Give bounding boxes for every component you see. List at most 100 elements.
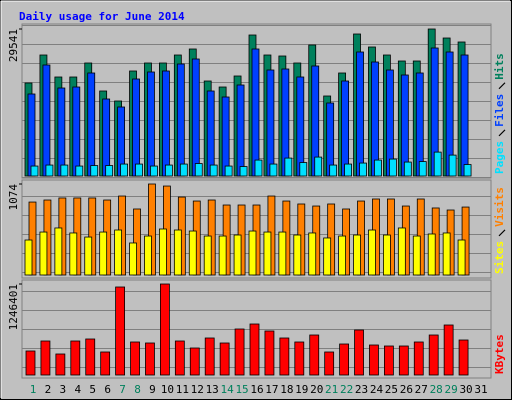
bar (418, 161, 427, 177)
bar (115, 286, 125, 376)
bar (308, 232, 317, 276)
x-tick-label: 22 (340, 383, 353, 396)
bar (150, 165, 158, 177)
bar (204, 337, 215, 376)
bar (161, 70, 170, 177)
bar (457, 239, 466, 276)
bar (28, 201, 37, 276)
bar (294, 341, 305, 376)
x-tick-label: 23 (355, 383, 368, 396)
bar (39, 231, 48, 276)
x-tick-label: 11 (176, 383, 189, 396)
x-tick-label: 8 (134, 383, 141, 396)
bar (236, 84, 245, 177)
legend-label: Files (493, 94, 506, 127)
bar (299, 162, 308, 177)
bar (133, 208, 141, 276)
bar (57, 87, 66, 177)
bar (354, 329, 364, 376)
bar (145, 342, 155, 376)
bar (443, 324, 454, 376)
bar (188, 230, 197, 276)
bar (427, 233, 436, 276)
bar (293, 234, 302, 276)
bar (147, 71, 155, 177)
bar (75, 165, 84, 177)
legend-separator (498, 82, 506, 90)
x-tick-label: 15 (235, 383, 248, 396)
bar (269, 163, 278, 177)
bar (249, 323, 260, 376)
bar (100, 351, 111, 376)
x-tick-label: 28 (430, 383, 443, 396)
bar (85, 338, 96, 376)
bar (263, 231, 272, 276)
legend-label: Visits (493, 187, 506, 227)
x-tick-label: 6 (104, 383, 111, 396)
bar (176, 63, 185, 177)
bar (84, 236, 93, 276)
bar (442, 232, 451, 276)
bar (24, 239, 33, 276)
bar (397, 227, 406, 276)
bar (248, 230, 257, 276)
bar (254, 159, 263, 177)
bar (148, 183, 156, 276)
bar (359, 162, 367, 177)
x-tick-label: 30 (459, 383, 472, 396)
x-tick-label: 4 (74, 383, 81, 396)
legend-separator (498, 229, 506, 237)
bar (144, 235, 152, 276)
bar (173, 229, 182, 276)
legend-label: KBytes (493, 334, 506, 374)
x-tick-label: 2 (45, 383, 52, 396)
x-tick-label: 20 (310, 383, 323, 396)
bar (278, 231, 287, 276)
x-tick-label: 21 (325, 383, 338, 396)
bar (40, 340, 51, 376)
bar (388, 158, 397, 177)
bar (344, 163, 353, 177)
bar (251, 48, 260, 177)
bar (234, 328, 245, 376)
bar (30, 165, 39, 177)
x-tick-label: 25 (385, 383, 398, 396)
bar (99, 231, 108, 276)
bar (239, 166, 248, 177)
bar (158, 228, 167, 276)
bar (105, 165, 114, 177)
x-tick-label: 13 (206, 383, 219, 396)
bar (87, 72, 96, 177)
x-tick-label: 19 (295, 383, 308, 396)
bar (114, 229, 122, 276)
bar (338, 235, 347, 276)
bar (70, 340, 81, 376)
legend-label: Pages (493, 141, 506, 174)
bar (284, 157, 293, 177)
bar (221, 96, 230, 177)
x-tick-label: 26 (400, 383, 413, 396)
bar (309, 334, 320, 376)
bar (69, 232, 78, 276)
bar (296, 76, 305, 177)
bar (209, 164, 218, 177)
bar (27, 93, 36, 177)
bar (374, 159, 382, 177)
bar (323, 237, 332, 276)
bar (174, 340, 185, 376)
bar (371, 61, 379, 177)
bar (264, 330, 275, 376)
bar (25, 350, 36, 376)
bar (428, 334, 439, 376)
chart-title: Daily usage for June 2014 (19, 10, 185, 23)
legend-label: Hits (493, 53, 506, 80)
legend-separator (498, 129, 506, 137)
x-tick-label: 7 (119, 383, 126, 396)
bar (356, 51, 364, 177)
bar (224, 165, 233, 177)
bar (72, 86, 81, 177)
x-tick-label: 5 (89, 383, 96, 396)
bar (382, 234, 391, 276)
